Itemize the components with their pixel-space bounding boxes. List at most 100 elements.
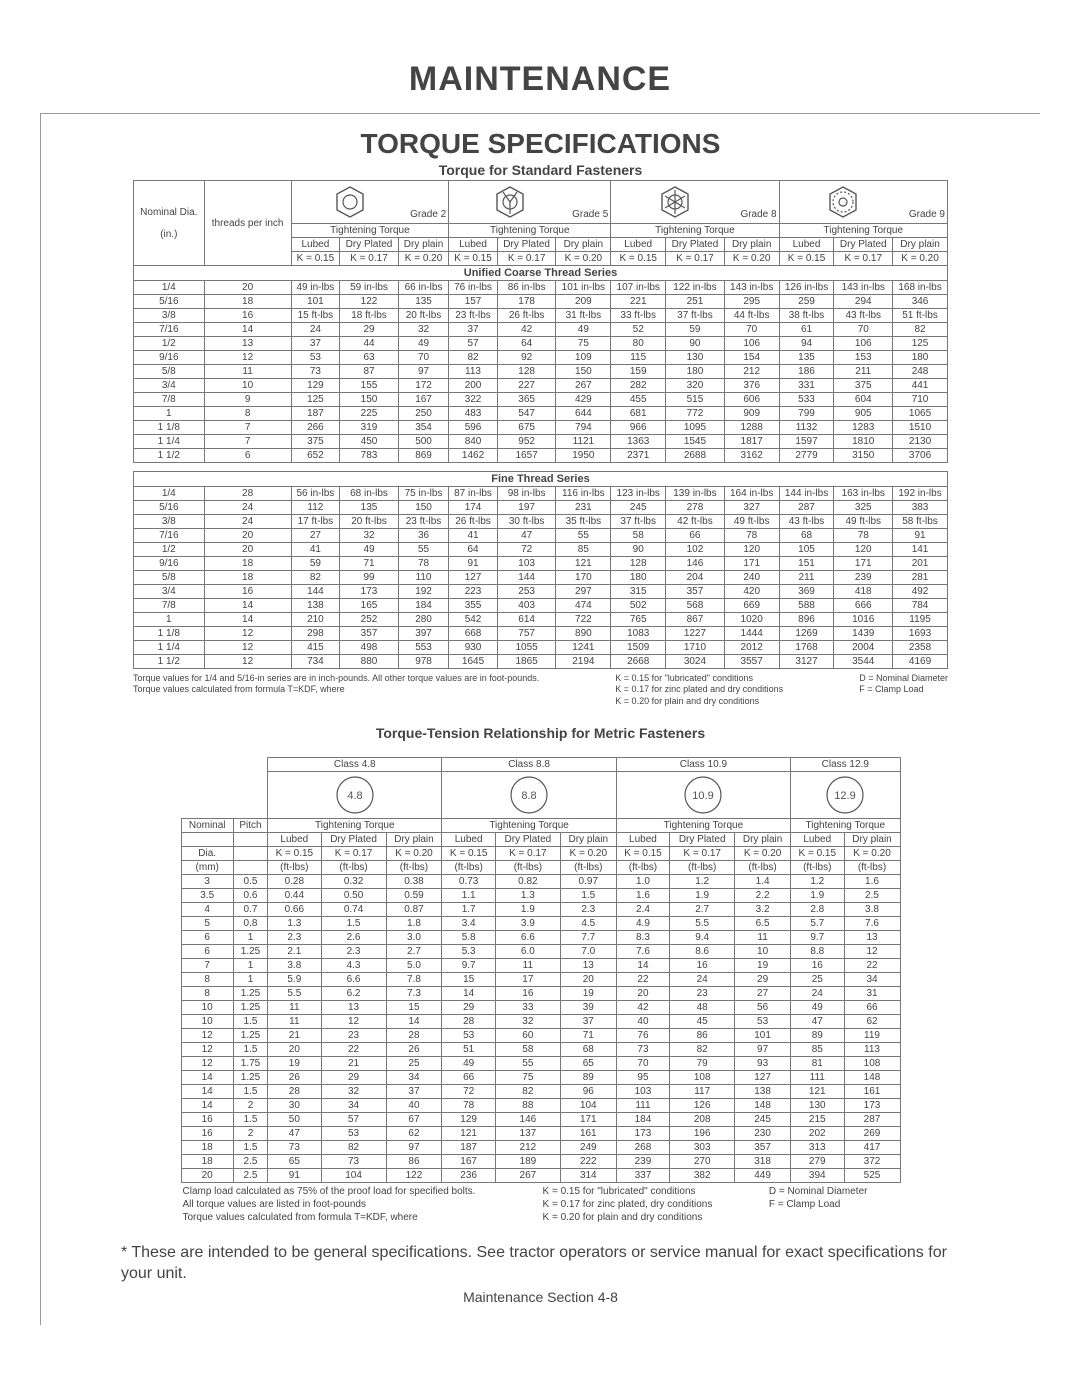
data-cell: 71 xyxy=(340,557,399,571)
data-cell: 37 ft-lbs xyxy=(666,309,725,323)
data-cell: 7.6 xyxy=(844,916,900,930)
data-cell: 82 xyxy=(321,1140,386,1154)
data-cell: 5 xyxy=(181,916,233,930)
data-cell: 604 xyxy=(834,393,893,407)
data-cell: 1657 xyxy=(497,449,556,463)
data-cell: 1227 xyxy=(666,627,725,641)
data-cell: 115 xyxy=(611,351,666,365)
data-cell: 1768 xyxy=(779,641,834,655)
data-cell: 1950 xyxy=(556,449,611,463)
data-cell: 267 xyxy=(556,379,611,393)
data-cell: 187 xyxy=(442,1140,495,1154)
data-cell: 82 xyxy=(449,351,498,365)
data-cell: 547 xyxy=(497,407,556,421)
data-cell: 230 xyxy=(735,1126,791,1140)
data-cell: 1288 xyxy=(724,421,779,435)
data-cell: 9/16 xyxy=(134,351,205,365)
data-cell: 227 xyxy=(497,379,556,393)
class88-header: Class 8.8 xyxy=(442,757,616,771)
data-cell: 7.6 xyxy=(616,944,669,958)
data-cell: 5/8 xyxy=(134,365,205,379)
data-cell: 1.5 xyxy=(233,1042,267,1056)
data-cell: 24 xyxy=(204,515,291,529)
data-cell: 86 xyxy=(386,1154,442,1168)
data-cell: 159 xyxy=(611,365,666,379)
data-cell: 1.5 xyxy=(233,1084,267,1098)
data-cell: 3 xyxy=(181,874,233,888)
data-cell: 1283 xyxy=(834,421,893,435)
data-cell: 36 xyxy=(398,529,448,543)
data-cell: 1 1/2 xyxy=(134,655,205,669)
data-cell: 108 xyxy=(670,1070,735,1084)
data-cell: 189 xyxy=(495,1154,560,1168)
data-cell: 8 xyxy=(181,972,233,986)
data-cell: 16 xyxy=(181,1112,233,1126)
data-cell: 1.25 xyxy=(233,1028,267,1042)
data-cell: 909 xyxy=(724,407,779,421)
data-cell: 6.0 xyxy=(495,944,560,958)
data-cell: 24 xyxy=(291,323,340,337)
data-cell: 0.44 xyxy=(268,888,321,902)
data-cell: 222 xyxy=(560,1154,616,1168)
data-cell: 1.9 xyxy=(495,902,560,916)
data-cell: 128 xyxy=(611,557,666,571)
data-cell: 20 xyxy=(560,972,616,986)
data-cell: 120 xyxy=(834,543,893,557)
data-cell: 245 xyxy=(611,501,666,515)
data-cell: 515 xyxy=(666,393,725,407)
data-cell: 70 xyxy=(834,323,893,337)
data-cell: 840 xyxy=(449,435,498,449)
data-cell: 239 xyxy=(616,1154,669,1168)
data-cell: 53 xyxy=(321,1126,386,1140)
data-cell: 144 xyxy=(497,571,556,585)
data-cell: 337 xyxy=(616,1168,669,1182)
data-cell: 6.5 xyxy=(735,916,791,930)
data-cell: 7/16 xyxy=(134,323,205,337)
data-cell: 397 xyxy=(398,627,448,641)
mm-label: (mm) xyxy=(181,860,233,874)
data-cell: 89 xyxy=(791,1028,844,1042)
data-cell: 55 xyxy=(398,543,448,557)
data-cell: 0.50 xyxy=(321,888,386,902)
data-cell: 51 ft-lbs xyxy=(893,309,948,323)
content-frame: TORQUE SPECIFICATIONS Torque for Standar… xyxy=(40,113,1040,1325)
data-cell: 26 xyxy=(386,1042,442,1056)
data-cell: 127 xyxy=(449,571,498,585)
data-cell: 5/8 xyxy=(134,571,205,585)
data-cell: 82 xyxy=(670,1042,735,1056)
data-cell: 15 xyxy=(442,972,495,986)
data-cell: 19 xyxy=(268,1056,321,1070)
data-cell: 209 xyxy=(556,295,611,309)
data-cell: 27 xyxy=(735,986,791,1000)
data-cell: 287 xyxy=(844,1112,900,1126)
data-cell: 33 ft-lbs xyxy=(611,309,666,323)
data-cell: 4 xyxy=(181,902,233,916)
class109-header: Class 10.9 xyxy=(616,757,790,771)
data-cell: 178 xyxy=(497,295,556,309)
data-cell: 278 xyxy=(666,501,725,515)
data-cell: 3706 xyxy=(893,449,948,463)
metric-caption: Torque-Tension Relationship for Metric F… xyxy=(61,725,1020,741)
data-cell: 201 xyxy=(893,557,948,571)
data-cell: 1 1/2 xyxy=(134,449,205,463)
data-cell: 2688 xyxy=(666,449,725,463)
data-cell: 239 xyxy=(834,571,893,585)
data-cell: 1121 xyxy=(556,435,611,449)
data-cell: 3150 xyxy=(834,449,893,463)
data-cell: 13 xyxy=(560,958,616,972)
data-cell: 146 xyxy=(495,1112,560,1126)
data-cell: 1.25 xyxy=(233,1000,267,1014)
data-cell: 37 xyxy=(560,1014,616,1028)
data-cell: 20 xyxy=(268,1042,321,1056)
data-cell: 6.2 xyxy=(321,986,386,1000)
data-cell: 502 xyxy=(611,599,666,613)
data-cell: 376 xyxy=(724,379,779,393)
data-cell: 322 xyxy=(449,393,498,407)
data-cell: 113 xyxy=(449,365,498,379)
data-cell: 81 xyxy=(791,1056,844,1070)
data-cell: 357 xyxy=(666,585,725,599)
data-cell: 143 in-lbs xyxy=(834,281,893,295)
data-cell: 2.5 xyxy=(233,1154,267,1168)
data-cell: 116 in-lbs xyxy=(556,487,611,501)
data-cell: 1817 xyxy=(724,435,779,449)
